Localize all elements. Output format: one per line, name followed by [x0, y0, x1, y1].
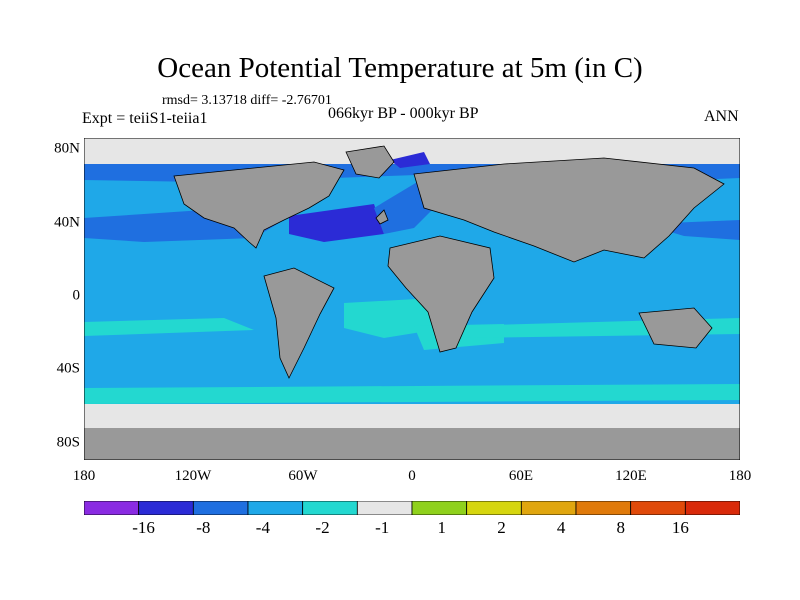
- x-tick-label: 60E: [508, 468, 534, 484]
- y-tick-label: 80S: [56, 434, 80, 451]
- colorbar-segment: [302, 501, 358, 515]
- ocean-temperature-map: [84, 138, 740, 460]
- british-isles: [375, 209, 389, 225]
- colorbar-segment: [520, 501, 577, 515]
- rmsd-diff-stats: rmsd= 3.13718 diff= -2.76701: [162, 93, 332, 108]
- nordic-seas-cooling: [390, 152, 430, 168]
- antarctica-land: [84, 428, 740, 460]
- antarctic-sea-ice-zone: [84, 404, 740, 428]
- colorbar-label: -8: [196, 518, 211, 537]
- colorbar-segment: [575, 501, 632, 515]
- x-tick-label: 60W: [288, 468, 318, 484]
- colorbar-segment: [411, 501, 468, 515]
- colorbar-label: 1: [437, 518, 447, 537]
- x-tick-label: 180: [72, 468, 96, 484]
- plot-title: Ocean Potential Temperature at 5m (in C): [157, 52, 643, 84]
- colorbar-label: -16: [132, 518, 155, 537]
- colorbar-label: 16: [671, 518, 689, 537]
- x-tick-label: 180: [728, 468, 752, 484]
- x-tick-label: 120W: [174, 468, 212, 484]
- australia: [638, 307, 713, 349]
- africa: [387, 235, 495, 353]
- y-tick-label: 0: [72, 287, 81, 304]
- continents: [173, 145, 725, 379]
- colorbar-segment: [356, 501, 413, 515]
- south-america: [263, 267, 335, 379]
- north-atlantic-strong-cooling: [289, 204, 384, 242]
- colorbar-segment: [466, 501, 522, 515]
- colorbar-label: 2: [497, 518, 506, 537]
- eurasia: [413, 157, 725, 263]
- colorbar-label: 8: [616, 518, 625, 537]
- experiment-label: Expt = teiiS1-teiia1: [82, 110, 208, 127]
- greenland: [345, 145, 395, 179]
- colorbar-segment: [630, 501, 686, 515]
- x-tick-label: 120E: [615, 468, 647, 484]
- season-label: ANN: [704, 108, 739, 125]
- north-america: [173, 161, 345, 249]
- colorbar-label: -1: [375, 518, 390, 537]
- period-label: 066kyr BP - 000kyr BP: [328, 105, 479, 122]
- colorbar-segment: [138, 501, 194, 515]
- y-tick-label: 40N: [54, 214, 80, 231]
- colorbar: [84, 501, 740, 515]
- colorbar-label: 4: [556, 518, 566, 537]
- colorbar-segment: [247, 501, 304, 515]
- colorbar-label: -4: [255, 518, 270, 537]
- south-pacific-band: [84, 318, 254, 336]
- y-tick-label: 80N: [54, 140, 80, 157]
- colorbar-label: -2: [315, 518, 330, 537]
- colorbar-segment: [684, 501, 740, 515]
- x-tick-label: 0: [408, 468, 416, 484]
- y-tick-label: 40S: [56, 360, 80, 377]
- southern-ocean-band: [84, 384, 740, 404]
- colorbar-segment: [192, 501, 249, 515]
- colorbar-segment: [84, 501, 140, 515]
